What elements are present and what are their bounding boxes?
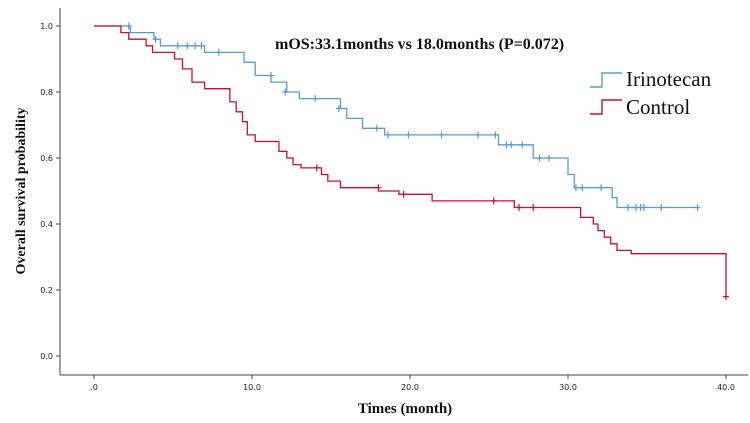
censor-mark-irinotecan [536,154,543,162]
censor-mark-irinotecan [572,184,579,192]
censor-mark-irinotecan [658,204,665,211]
y-axis-title: Overall survival probability [14,108,29,275]
censor-mark-irinotecan [373,124,380,132]
censor-mark-control [490,197,497,205]
censor-mark-irinotecan [312,95,319,103]
censor-mark-irinotecan [192,42,199,50]
legend-label-control: Control [626,95,690,119]
x-tick-label: 40.0 [717,383,735,392]
censor-mark-irinotecan [492,131,499,139]
y-tick-label: 0.0 [40,352,53,361]
x-axis-ticks: .0 10.0 20.0 30.0 40.0 [90,375,735,392]
censor-mark-irinotecan [474,131,481,139]
censor-mark-irinotecan [579,184,586,192]
censor-mark-irinotecan [438,131,445,139]
censor-mark-irinotecan [174,42,181,50]
censor-mark-irinotecan [184,42,191,50]
legend-label-irinotecan: Irinotecan [626,67,712,91]
legend: Irinotecan Control [590,67,712,119]
y-tick-label: 0.4 [40,220,53,229]
legend-item-irinotecan: Irinotecan [590,67,712,91]
censor-mark-control [400,190,407,198]
censor-mark-control [375,184,382,192]
y-axis-ticks: 0.0 0.2 0.4 0.6 0.8 1.0 [40,22,60,361]
x-tick-label: 30.0 [559,383,577,392]
x-tick-label: .0 [90,383,98,392]
censor-mark-irinotecan [335,105,342,112]
censor-mark-irinotecan [598,184,605,192]
censor-mark-irinotecan [282,88,289,96]
x-tick-label: 20.0 [401,383,419,392]
censor-mark-irinotecan [546,154,553,162]
censor-mark-irinotecan [519,141,526,149]
plot-frame [59,8,748,376]
censor-mark-control [516,204,523,211]
legend-swatch-irinotecan [590,72,622,88]
y-tick-label: 1.0 [40,22,53,31]
censor-mark-control [723,293,729,301]
censor-mark-irinotecan [152,35,159,43]
legend-swatch-control [590,99,622,115]
censor-mark-irinotecan [384,131,391,139]
censor-mark-irinotecan [694,204,701,211]
censor-mark-irinotecan [508,141,515,149]
censor-mark-irinotecan [125,22,132,30]
censor-mark-irinotecan [215,48,222,56]
censor-mark-control [530,204,537,211]
chart-annotation: mOS:33.1months vs 18.0months (P=0.072) [275,36,564,53]
y-tick-label: 0.2 [40,286,53,295]
series-line-control [94,25,727,297]
censor-mark-irinotecan [198,42,205,50]
x-tick-label: 10.0 [243,383,261,392]
censor-mark-irinotecan [267,72,274,79]
censor-mark-irinotecan [625,204,632,211]
censor-mark-irinotecan [640,204,647,211]
x-axis-title: Times (month) [358,401,452,417]
series-layer [94,22,729,301]
y-tick-label: 0.6 [40,154,53,163]
y-tick-label: 0.8 [40,88,53,97]
censor-mark-irinotecan [405,131,412,139]
series-line-irinotecan [94,25,698,209]
censor-mark-control [313,164,320,172]
legend-item-control: Control [590,95,690,119]
